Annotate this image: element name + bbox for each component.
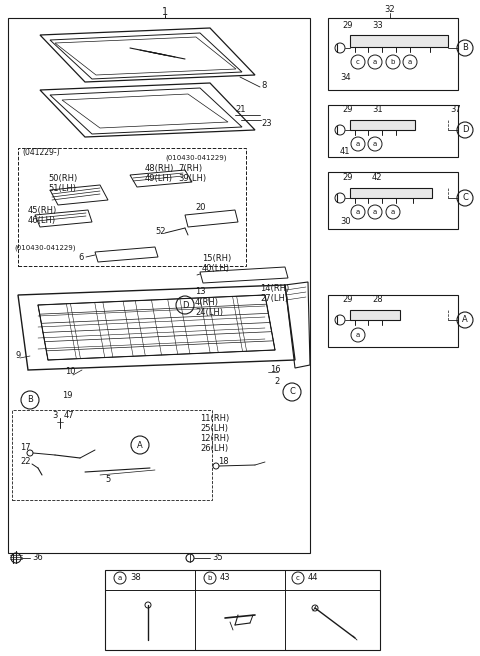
Text: 40(LH): 40(LH) (202, 264, 230, 272)
Text: 47: 47 (64, 411, 74, 419)
Bar (8, 18, 310, 553)
Text: 19: 19 (62, 390, 72, 400)
Text: 13: 13 (195, 287, 205, 297)
Text: 22: 22 (20, 457, 31, 466)
Bar (12, 410, 212, 500)
Text: 25(LH): 25(LH) (200, 424, 228, 432)
Text: 29: 29 (342, 173, 352, 182)
Text: a: a (373, 59, 377, 65)
Text: 45(RH): 45(RH) (28, 205, 57, 215)
Text: 50(RH): 50(RH) (48, 173, 77, 182)
Text: 20: 20 (195, 203, 205, 211)
Text: 46(LH): 46(LH) (28, 216, 56, 224)
Bar (350, 120, 415, 130)
Text: 35: 35 (212, 554, 223, 562)
Text: 49(LH): 49(LH) (145, 173, 173, 182)
Text: a: a (391, 209, 395, 215)
Bar (350, 310, 400, 320)
Text: 14(RH): 14(RH) (260, 283, 289, 293)
Text: 8: 8 (261, 81, 266, 89)
Text: 18: 18 (218, 457, 228, 466)
Text: 42: 42 (372, 173, 383, 182)
Text: 9: 9 (16, 350, 21, 359)
Text: 29: 29 (342, 295, 352, 304)
Text: 12(RH): 12(RH) (200, 434, 229, 443)
Text: 3: 3 (52, 411, 58, 419)
Bar (328, 18, 458, 90)
Bar (328, 105, 458, 157)
Text: 5: 5 (105, 476, 110, 485)
Text: 2: 2 (274, 377, 279, 386)
Text: D: D (462, 125, 468, 134)
Text: 27(LH): 27(LH) (260, 293, 288, 302)
Text: a: a (373, 209, 377, 215)
Text: 28: 28 (372, 295, 383, 304)
Bar (328, 295, 458, 347)
Text: 10: 10 (65, 367, 75, 377)
Text: 1: 1 (162, 7, 168, 17)
Text: a: a (408, 59, 412, 65)
Bar (328, 172, 458, 229)
Text: 41: 41 (340, 148, 350, 157)
Text: 15(RH): 15(RH) (202, 253, 231, 262)
Text: 33: 33 (372, 20, 383, 30)
Text: 4(RH): 4(RH) (195, 298, 219, 306)
Text: 21: 21 (235, 106, 245, 115)
Text: 34: 34 (340, 73, 350, 83)
Bar (350, 188, 432, 198)
Text: a: a (356, 332, 360, 338)
Text: A: A (462, 316, 468, 325)
Text: B: B (462, 43, 468, 52)
Text: 44: 44 (308, 573, 319, 583)
Text: a: a (356, 141, 360, 147)
Text: 31: 31 (372, 106, 383, 115)
Text: a: a (373, 141, 377, 147)
Text: 36: 36 (32, 554, 43, 562)
Text: 32: 32 (384, 5, 396, 14)
Text: 29: 29 (342, 106, 352, 115)
Bar (350, 35, 448, 47)
Text: 26(LH): 26(LH) (200, 443, 228, 453)
Text: (010430-041229): (010430-041229) (165, 155, 227, 161)
Text: 51(LH): 51(LH) (48, 184, 76, 192)
Text: 16: 16 (270, 365, 281, 375)
Text: 29: 29 (342, 20, 352, 30)
Text: 30: 30 (340, 218, 350, 226)
Text: 6: 6 (78, 253, 84, 262)
Text: (041229-): (041229-) (22, 148, 60, 157)
Text: 52: 52 (155, 228, 166, 237)
Text: 48(RH): 48(RH) (145, 163, 174, 173)
Text: b: b (391, 59, 395, 65)
Text: C: C (289, 388, 295, 396)
Text: a: a (356, 209, 360, 215)
Text: 11(RH): 11(RH) (200, 413, 229, 422)
Text: 39(LH): 39(LH) (178, 173, 206, 182)
Text: 43: 43 (220, 573, 230, 583)
Text: 37: 37 (450, 106, 461, 115)
Text: 38: 38 (130, 573, 141, 583)
Text: 7(RH): 7(RH) (178, 163, 202, 173)
Text: C: C (462, 194, 468, 203)
Bar (18, 148, 246, 266)
Text: c: c (356, 59, 360, 65)
Bar (105, 570, 380, 650)
Text: a: a (118, 575, 122, 581)
Text: c: c (296, 575, 300, 581)
Text: b: b (208, 575, 212, 581)
Text: 24(LH): 24(LH) (195, 308, 223, 316)
Text: 23: 23 (261, 119, 272, 127)
Text: A: A (137, 440, 143, 449)
Text: 17: 17 (20, 443, 31, 453)
Text: B: B (27, 396, 33, 405)
Text: (010430-041229): (010430-041229) (14, 245, 75, 251)
Text: D: D (182, 300, 188, 310)
